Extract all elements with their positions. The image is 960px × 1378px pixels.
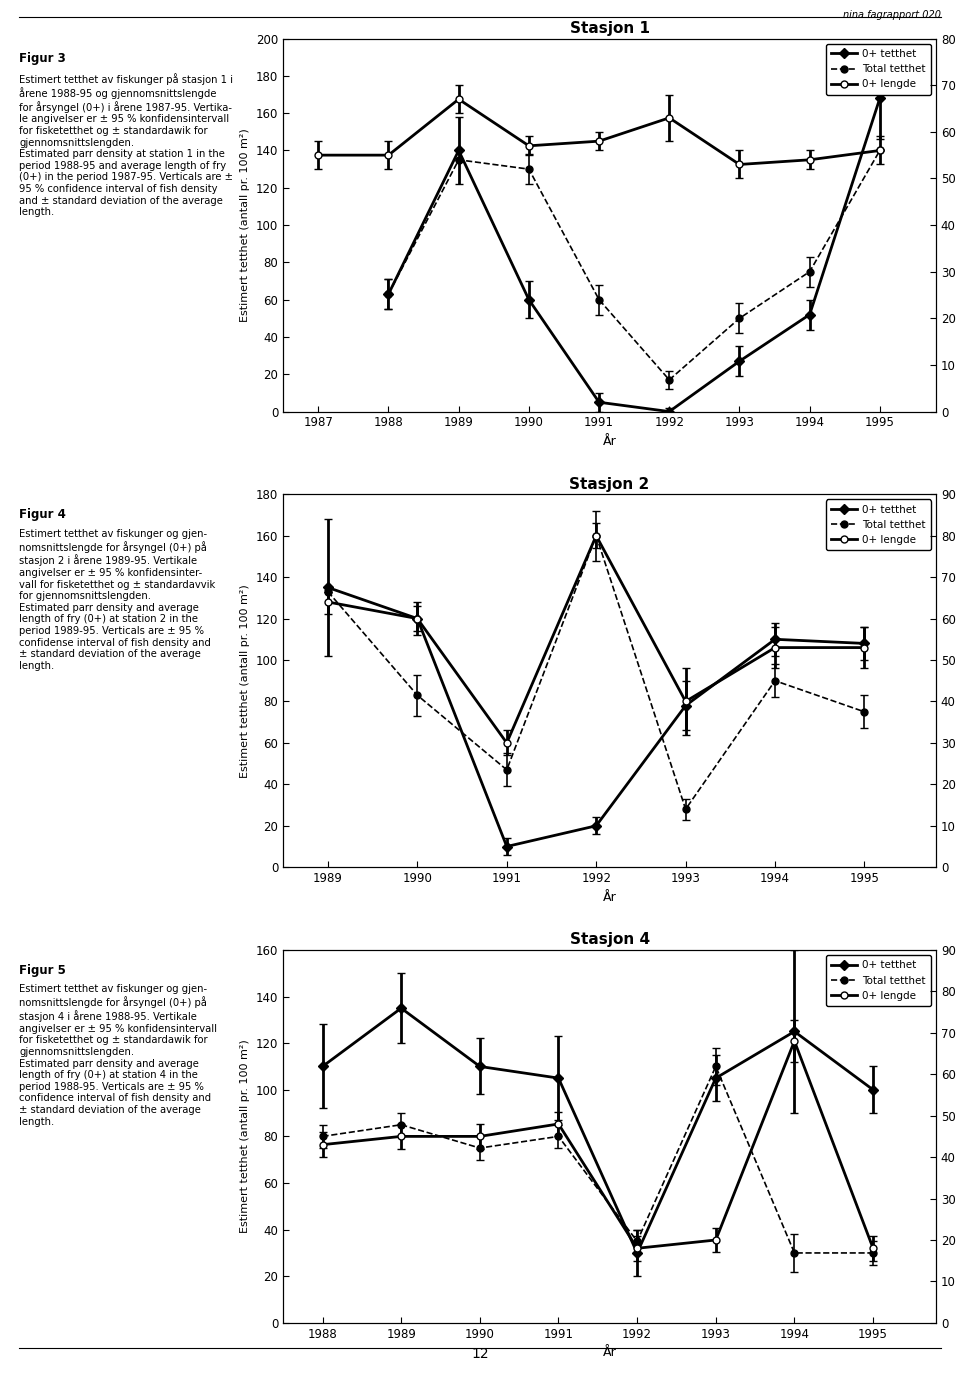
Legend: 0+ tetthet, Total tetthet, 0+ lengde: 0+ tetthet, Total tetthet, 0+ lengde: [826, 499, 931, 550]
X-axis label: År: År: [603, 435, 616, 448]
Y-axis label: Estimert tetthet (antall pr. 100 m²): Estimert tetthet (antall pr. 100 m²): [240, 1039, 251, 1233]
Text: Figur 4: Figur 4: [19, 508, 66, 521]
Y-axis label: Estimert tetthet (antall pr. 100 m²): Estimert tetthet (antall pr. 100 m²): [240, 128, 251, 322]
X-axis label: År: År: [603, 1346, 616, 1359]
Title: Stasjon 1: Stasjon 1: [569, 21, 650, 36]
Title: Stasjon 2: Stasjon 2: [569, 477, 650, 492]
Y-axis label: Estimert tetthet (antall pr. 100 m²): Estimert tetthet (antall pr. 100 m²): [240, 584, 251, 777]
Text: nina fagrapport 020: nina fagrapport 020: [843, 10, 941, 19]
Text: 12: 12: [471, 1348, 489, 1361]
Title: Stasjon 4: Stasjon 4: [569, 933, 650, 947]
Text: Figur 5: Figur 5: [19, 963, 66, 977]
Text: Estimert tetthet av fiskunger og gjen-
nomsnittslengde for årsyngel (0+) på
stas: Estimert tetthet av fiskunger og gjen- n…: [19, 529, 215, 671]
Legend: 0+ tetthet, Total tetthet, 0+ lengde: 0+ tetthet, Total tetthet, 0+ lengde: [826, 955, 931, 1006]
X-axis label: År: År: [603, 890, 616, 904]
Text: Estimert tetthet av fiskunger og gjen-
nomsnittslengde for årsyngel (0+) på
stas: Estimert tetthet av fiskunger og gjen- n…: [19, 984, 217, 1127]
Legend: 0+ tetthet, Total tetthet, 0+ lengde: 0+ tetthet, Total tetthet, 0+ lengde: [826, 44, 931, 95]
Text: Estimert tetthet av fiskunger på stasjon 1 i
årene 1988-95 og gjennomsnittslengd: Estimert tetthet av fiskunger på stasjon…: [19, 73, 233, 218]
Text: Figur 3: Figur 3: [19, 52, 66, 65]
